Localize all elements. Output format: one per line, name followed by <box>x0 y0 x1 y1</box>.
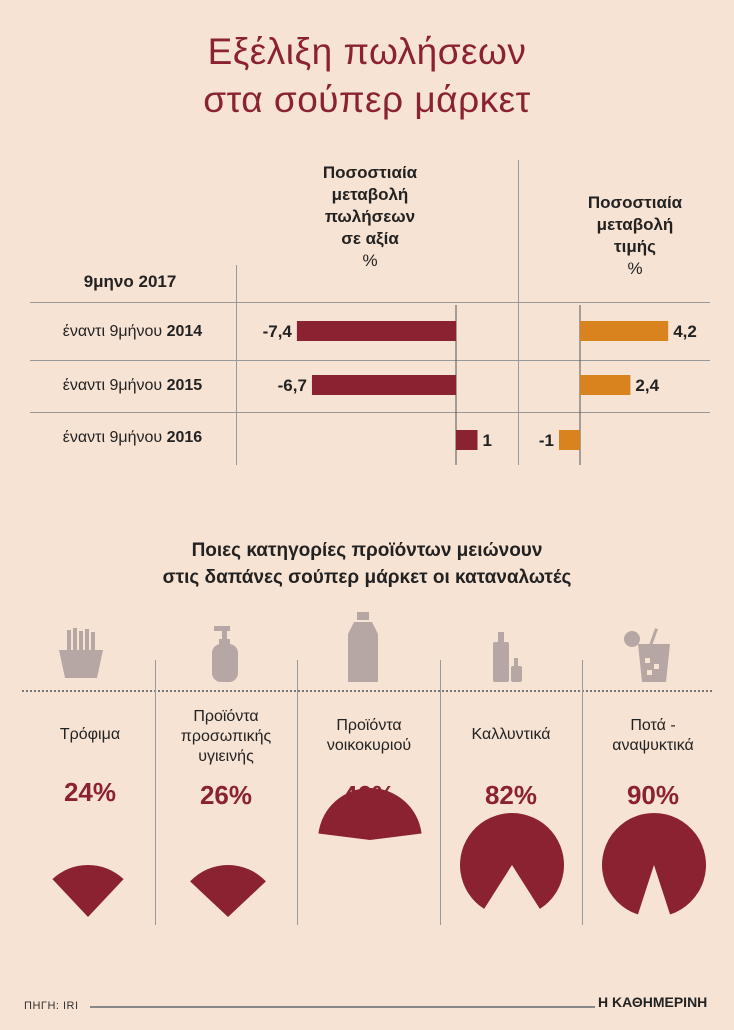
header-price: Ποσοστιαία μεταβολή τιμής % <box>555 192 715 280</box>
column-divider <box>155 660 156 925</box>
category-line: αναψυκτικά <box>612 737 694 754</box>
drink-glass-icon <box>624 628 670 682</box>
period-label: 9μηνο 2017 <box>83 272 177 291</box>
row-prefix: έναντι 9μήνου <box>62 429 163 446</box>
header-price-line-1: Ποσοστιαία <box>587 193 683 212</box>
pct-label-cosmetics: 82% <box>484 780 538 810</box>
column-divider <box>236 265 237 465</box>
cosmetics-bottles-icon <box>493 632 522 682</box>
sales-bar-label: -7,4 <box>263 322 293 341</box>
soap-dispenser-icon <box>212 626 238 682</box>
header-sales-line-1: Ποσοστιαία <box>322 163 418 182</box>
row-year: 2016 <box>166 429 203 446</box>
category-line: Καλλυντικά <box>471 726 551 743</box>
header-sales-line-4: σε αξία <box>341 229 399 248</box>
category-line: νοικοκυριού <box>326 737 412 754</box>
column-divider <box>297 660 298 925</box>
pie-slice <box>602 813 706 915</box>
table-top-rule <box>30 302 710 303</box>
header-sales-line-2: μεταβολή <box>331 185 409 204</box>
price-bar <box>580 321 669 341</box>
category-label-household: Προϊόντα νοικοκυριού <box>299 716 439 756</box>
header-price-line-3: τιμής <box>614 237 656 256</box>
category-line: υγιεινής <box>198 748 254 765</box>
row-label-2014: έναντι 9μήνου 2014 <box>30 323 235 341</box>
price-bar-label: -1 <box>539 431 554 450</box>
header-sales: Ποσοστιαία μεταβολή πωλήσεων σε αξία % <box>290 162 450 272</box>
category-line: Τρόφιμα <box>59 726 121 743</box>
column-divider <box>518 160 519 465</box>
price-bar <box>559 430 580 450</box>
category-line: Ποτά - <box>630 717 676 734</box>
pie-slice <box>190 865 266 917</box>
header-sales-unit: % <box>362 251 378 270</box>
pct-label-drinks: 90% <box>626 780 680 810</box>
category-line: Προϊόντα <box>336 717 402 734</box>
header-price-unit: % <box>627 259 643 278</box>
pie-slice <box>459 812 564 909</box>
category-label-drinks: Ποτά - αναψυκτικά <box>583 716 723 756</box>
dotted-divider <box>22 690 712 692</box>
category-label-food: Τρόφιμα <box>20 725 160 745</box>
category-line: προσωπικής <box>180 728 272 745</box>
fries-icon <box>59 628 103 678</box>
row-prefix: έναντι 9μήνου <box>62 323 163 340</box>
row-label-2015: έναντι 9μήνου 2015 <box>30 377 235 395</box>
source-note: ΠΗΓΗ: IRI <box>24 1000 79 1012</box>
pct-label-food: 24% <box>63 777 117 807</box>
category-line: Προϊόντα <box>193 708 259 725</box>
pie-slice <box>318 787 422 840</box>
price-bar-label: 2,4 <box>635 376 659 395</box>
row-label-2016: έναντι 9μήνου 2016 <box>30 429 235 447</box>
category-label-cosmetics: Καλλυντικά <box>441 725 581 745</box>
sales-bar <box>311 375 456 395</box>
subtitle: Ποιες κατηγορίες προϊόντων μειώνουν στις… <box>0 537 734 591</box>
sales-bar-label: 1 <box>483 431 492 450</box>
publisher-logo: Η ΚΑΘΗΜΕΡΙΝΗ <box>598 994 708 1010</box>
row-year: 2015 <box>166 377 203 394</box>
row-divider <box>30 412 710 413</box>
price-bar <box>580 375 631 395</box>
column-divider <box>582 660 583 925</box>
subtitle-line-2: στις δαπάνες σούπερ μάρκετ οι καταναλωτέ… <box>162 567 572 588</box>
sales-bar-label: -6,7 <box>278 376 307 395</box>
category-label-hygiene: Προϊόντα προσωπικής υγιεινής <box>156 707 296 767</box>
subtitle-line-1: Ποιες κατηγορίες προϊόντων μειώνουν <box>191 540 543 561</box>
column-divider <box>440 660 441 925</box>
pie-slice <box>52 864 124 917</box>
row-year: 2014 <box>166 323 203 340</box>
header-sales-line-3: πωλήσεων <box>324 207 416 226</box>
title-line-1: Εξέλιξη πωλήσεων <box>207 31 527 72</box>
price-bar-label: 4,2 <box>673 322 697 341</box>
title-line-2: στα σούπερ μάρκετ <box>203 79 531 120</box>
main-title: Εξέλιξη πωλήσεων στα σούπερ μάρκετ <box>0 28 734 124</box>
pct-label-hygiene: 26% <box>199 780 253 810</box>
sales-bar <box>296 321 456 341</box>
row-divider <box>30 360 710 361</box>
header-price-line-2: μεταβολή <box>596 215 674 234</box>
sales-bar <box>456 430 478 450</box>
detergent-bottle-icon <box>348 612 378 682</box>
row-prefix: έναντι 9μήνου <box>62 377 163 394</box>
footer-rule <box>90 1006 595 1008</box>
